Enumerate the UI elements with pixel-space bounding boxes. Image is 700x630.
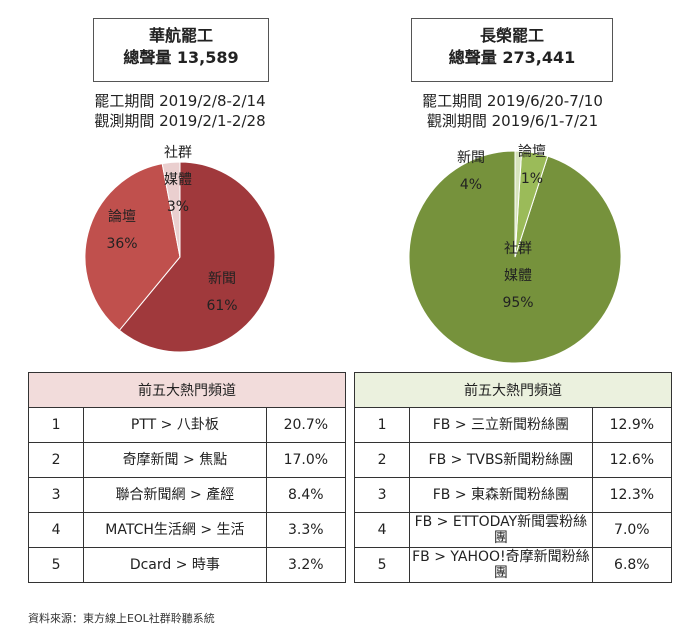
left-top-channels-table: 前五大熱門頻道 1 PTT > 八卦板 20.7% 2 奇摩新聞 > 焦點 17.0% 3 聯… <box>27 372 347 583</box>
left-table-header: 前五大熱門頻道 <box>28 372 346 408</box>
right-pie-category-label-2: 論壇 <box>518 143 546 160</box>
right-table-channel-cell: FB > YAHOO!奇摩新聞粉絲團 <box>409 547 593 583</box>
left-pie-category-label-2: 媒體 <box>164 172 192 188</box>
left-table-share-cell: 8.4% <box>265 477 347 513</box>
right-pie-category-label-0: 社群 <box>504 241 532 257</box>
right-pie-value-label-0: 95% <box>502 295 533 311</box>
right-table-channel-cell: FB > TVBS新聞粉絲團 <box>409 442 593 478</box>
right-table-share-cell: 7.0% <box>591 512 673 548</box>
left-table-channel-cell: PTT > 八卦板 <box>83 407 267 443</box>
right-table-rank-cell: 3 <box>353 477 411 513</box>
left-table-channel-cell: Dcard > 時事 <box>83 547 267 583</box>
right-table-channel-cell: FB > ETTODAY新聞雲粉絲團 <box>409 512 593 548</box>
left-pie-value-label-1: 36% <box>106 236 137 252</box>
left-table-row: 5 Dcard > 時事 3.2% <box>27 547 347 583</box>
right-title-box: 長榮罷工 總聲量 273,441 <box>411 18 613 82</box>
left-pie-slice-0 <box>118 161 276 353</box>
right-table-share-cell: 12.9% <box>591 407 673 443</box>
left-table-share-cell: 20.7% <box>265 407 347 443</box>
right-pie-category-label-1: 新聞 <box>457 150 485 166</box>
left-strike-period: 罷工期間 2019/2/8-2/14 <box>94 92 266 110</box>
right-table-row: 4 FB > ETTODAY新聞雲粉絲團 7.0% <box>353 512 673 548</box>
right-title: 長榮罷工 <box>479 26 544 45</box>
left-table-rank-cell: 2 <box>27 442 85 478</box>
left-table-channel-cell: MATCH生活網 > 生活 <box>83 512 267 548</box>
right-total-volume: 總聲量 273,441 <box>448 48 576 67</box>
left-title-box: 華航罷工 總聲量 13,589 <box>93 18 269 82</box>
right-top-channels-table: 前五大熱門頻道 1 FB > 三立新聞粉絲團 12.9% 2 FB > TVBS新聞粉絲… <box>353 372 673 583</box>
right-table-share-cell: 6.8% <box>591 547 673 583</box>
right-observe-period: 觀測期間 2019/6/1-7/21 <box>426 112 599 130</box>
right-table-rank-cell: 4 <box>353 512 411 548</box>
left-table-rank-cell: 5 <box>27 547 85 583</box>
left-pie-slice-1 <box>84 163 181 331</box>
left-table-channel-cell: 聯合新聞網 > 產經 <box>83 477 267 513</box>
left-table-rank-cell: 3 <box>27 477 85 513</box>
left-pie-category-label-1: 論壇 <box>108 208 136 225</box>
left-pie-value-label-2: 3% <box>167 199 189 215</box>
right-pie-value-label-1: 4% <box>460 177 482 193</box>
right-table-row: 2 FB > TVBS新聞粉絲團 12.6% <box>353 442 673 478</box>
right-table-channel-cell: FB > 東森新聞粉絲團 <box>409 477 593 513</box>
left-pie-category-label-2: 社群 <box>164 145 192 161</box>
right-table-header: 前五大熱門頻道 <box>354 372 672 408</box>
right-table-rank-cell: 5 <box>353 547 411 583</box>
left-table-channel-cell: 奇摩新聞 > 焦點 <box>83 442 267 478</box>
right-pie-category-label-0: 媒體 <box>504 268 532 284</box>
right-pie-slice-2 <box>514 150 523 258</box>
left-table-share-cell: 17.0% <box>265 442 347 478</box>
left-table-share-cell: 3.2% <box>265 547 347 583</box>
left-title: 華航罷工 <box>148 26 213 45</box>
right-table-rank-cell: 2 <box>353 442 411 478</box>
right-table-row: 5 FB > YAHOO!奇摩新聞粉絲團 6.8% <box>353 547 673 583</box>
right-table-row: 1 FB > 三立新聞粉絲團 12.9% <box>353 407 673 443</box>
left-pie-category-label-0: 新聞 <box>208 271 236 287</box>
right-strike-period: 罷工期間 2019/6/20-7/10 <box>422 92 603 110</box>
left-table-row: 2 奇摩新聞 > 焦點 17.0% <box>27 442 347 478</box>
left-table-row: 3 聯合新聞網 > 產經 8.4% <box>27 477 347 513</box>
left-table-row: 1 PTT > 八卦板 20.7% <box>27 407 347 443</box>
source-note: 資料來源：東方線上EOL社群聆聽系統 <box>28 612 215 625</box>
right-table-share-cell: 12.6% <box>591 442 673 478</box>
left-table-row: 4 MATCH生活網 > 生活 3.3% <box>27 512 347 548</box>
right-table-channel-cell: FB > 三立新聞粉絲團 <box>409 407 593 443</box>
left-pie-slice-2 <box>161 161 181 258</box>
left-observe-period: 觀測期間 2019/2/1-2/28 <box>94 112 266 130</box>
right-table-share-cell: 12.3% <box>591 477 673 513</box>
left-table-rank-cell: 4 <box>27 512 85 548</box>
left-pie-value-label-0: 61% <box>206 298 237 314</box>
left-total-volume: 總聲量 13,589 <box>123 48 239 67</box>
right-pie-value-label-2: 1% <box>521 171 543 187</box>
right-table-row: 3 FB > 東森新聞粉絲團 12.3% <box>353 477 673 513</box>
left-table-share-cell: 3.3% <box>265 512 347 548</box>
left-table-rank-cell: 1 <box>27 407 85 443</box>
right-table-rank-cell: 1 <box>353 407 411 443</box>
